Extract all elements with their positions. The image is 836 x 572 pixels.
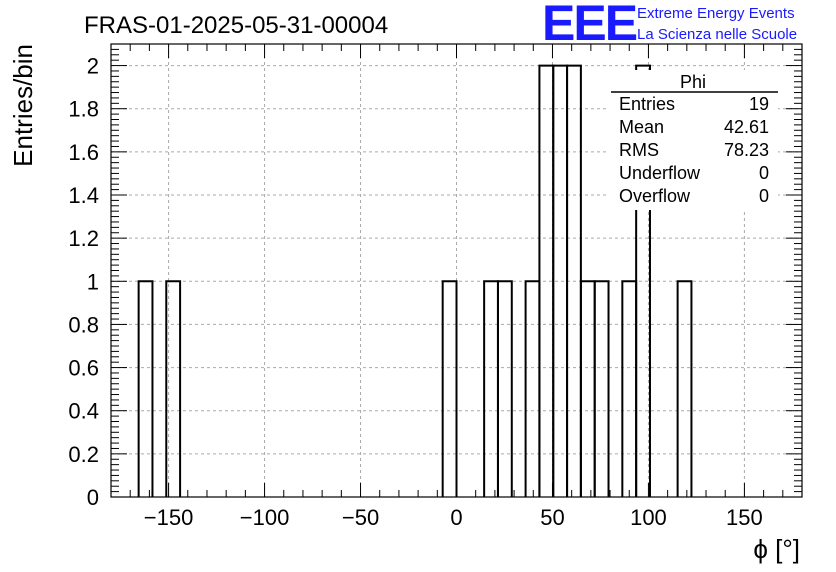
histogram-bin — [483, 280, 499, 497]
y-axis-label: Entries/bin — [8, 44, 38, 167]
histogram-bin — [593, 280, 610, 497]
stats-row-value: 42.61 — [724, 117, 769, 137]
histogram-bin — [635, 64, 651, 497]
x-tick-label: 100 — [630, 505, 667, 530]
stats-row-value: 0 — [759, 163, 769, 183]
brand-line-2: La Scienza nelle Scuole — [637, 26, 797, 43]
x-tick-label: −150 — [144, 505, 194, 530]
stats-row-value: 19 — [749, 94, 769, 114]
y-tick-label: 0.6 — [68, 356, 99, 381]
stats-row-value: 78.23 — [724, 140, 769, 160]
y-tick-label: 0.4 — [68, 399, 99, 424]
stats-row-label: Mean — [619, 117, 664, 137]
x-axis: −150 −100 −50 0 50 100 150 — [110, 44, 803, 530]
y-tick-label: 1.2 — [68, 226, 99, 251]
histogram-bin — [137, 280, 154, 497]
x-tick-label: −50 — [342, 505, 379, 530]
x-tick-label: 150 — [726, 505, 763, 530]
histogram-bin — [524, 280, 541, 497]
y-tick-label: 1.8 — [68, 97, 99, 122]
histogram-bin — [676, 280, 693, 497]
y-tick-label: 0 — [87, 485, 99, 510]
stats-box: Phi Entries 19 Mean 42.61 RMS 78.23 Underflow 0… — [609, 70, 778, 210]
histogram-bin — [579, 280, 596, 497]
x-tick-label: 50 — [540, 505, 564, 530]
y-axis: 0 0.2 0.4 0.6 0.8 1 1.2 1.4 1.6 1.8 2 — [68, 43, 802, 510]
y-tick-label: 1.6 — [68, 140, 99, 165]
stats-box-rows: Entries 19 Mean 42.61 RMS 78.23 Underflow 0 Over… — [619, 94, 769, 206]
stats-row-label: Underflow — [619, 163, 701, 183]
histogram-bin — [165, 280, 182, 497]
eee-logo: EEE — [542, 0, 639, 51]
grid — [111, 44, 802, 497]
stats-box-background — [609, 70, 778, 210]
x-axis-label: ϕ [°] — [753, 534, 800, 564]
y-tick-label: 0.8 — [68, 312, 99, 337]
stats-row-label: Entries — [619, 94, 675, 114]
histogram-bin — [621, 280, 638, 497]
stats-row-value: 0 — [759, 186, 769, 206]
chart-title: FRAS-01-2025-05-31-00004 — [84, 12, 388, 39]
histogram-bars — [137, 64, 693, 497]
histogram-bin — [441, 280, 458, 497]
y-tick-label: 1 — [87, 269, 99, 294]
stats-row-label: Overflow — [619, 186, 691, 206]
y-tick-label: 0.2 — [68, 442, 99, 467]
stats-box-title: Phi — [680, 72, 706, 92]
x-tick-label: −100 — [240, 505, 290, 530]
eee-logo-text: EEE — [542, 0, 637, 51]
y-tick-label: 1.4 — [68, 183, 99, 208]
brand-line-1: Extreme Energy Events — [637, 5, 795, 22]
stats-row-label: RMS — [619, 140, 659, 160]
x-tick-label: 0 — [450, 505, 462, 530]
y-tick-label: 2 — [87, 54, 99, 79]
histogram-bin — [496, 280, 513, 497]
